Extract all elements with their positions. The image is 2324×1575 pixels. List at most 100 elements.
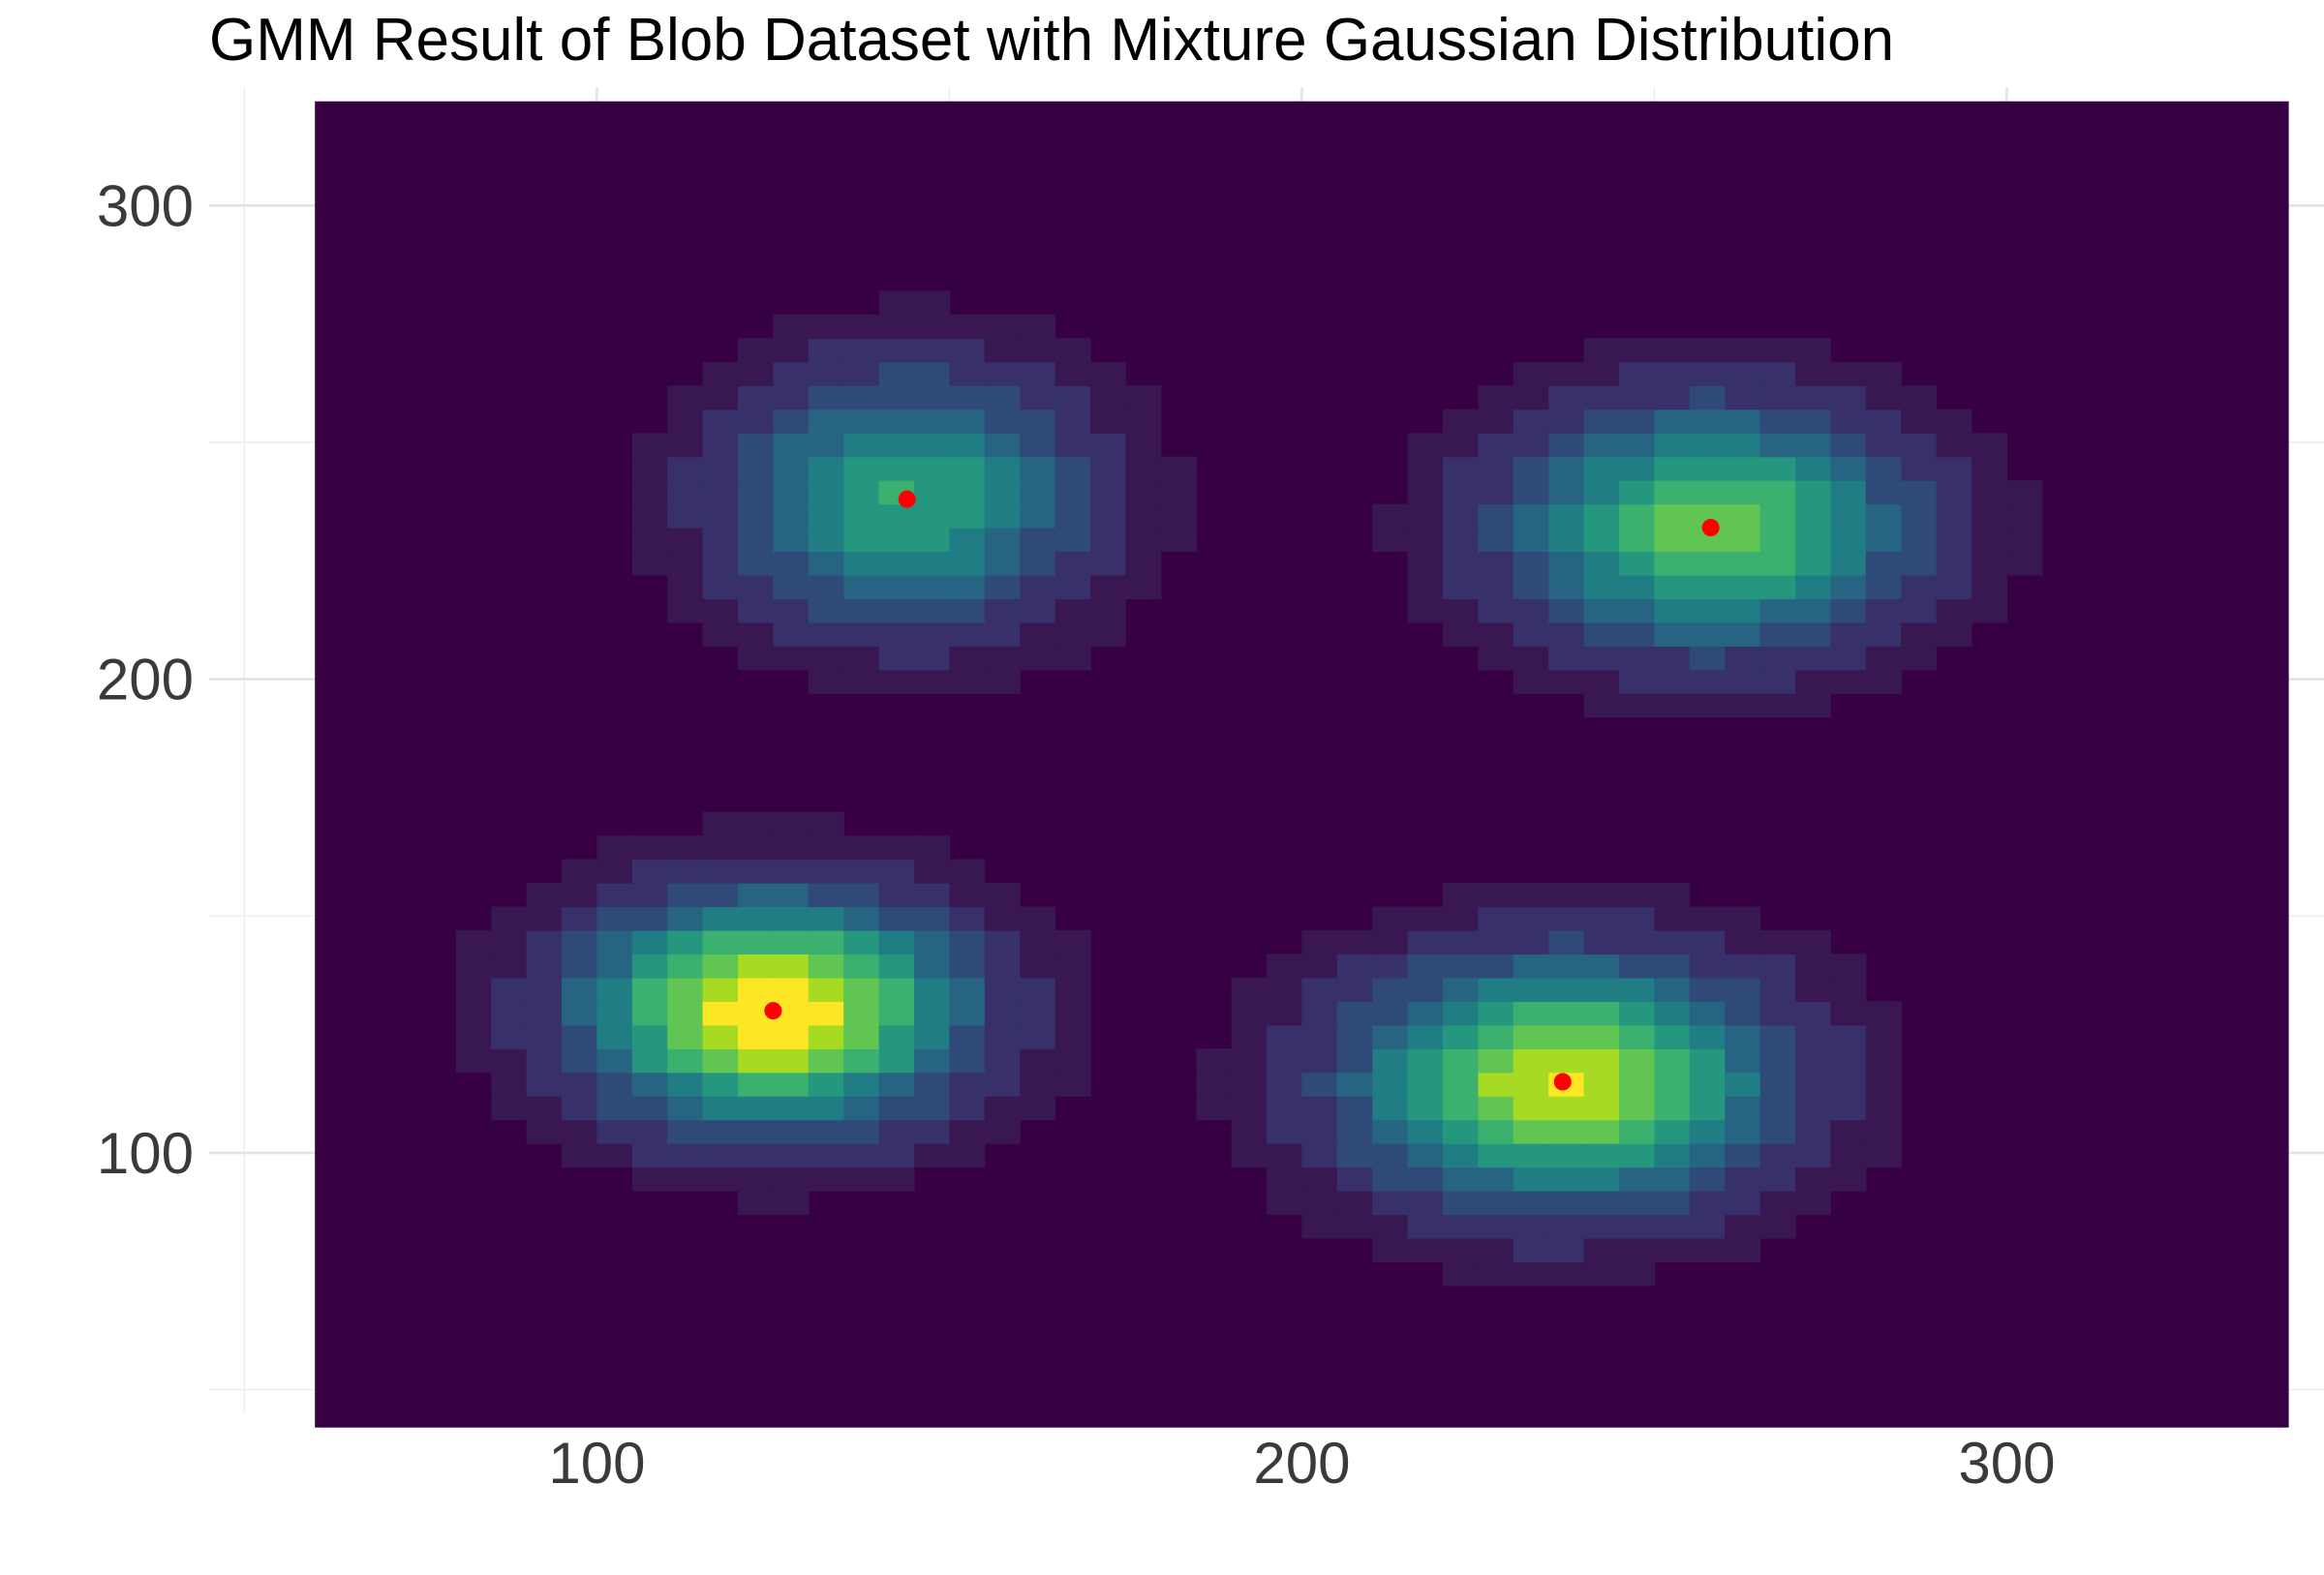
contour-cell xyxy=(843,929,880,954)
contour-cell xyxy=(455,977,492,1002)
contour-cell xyxy=(1830,954,1867,979)
contour-cell xyxy=(1125,574,1162,600)
contour-cell xyxy=(526,906,563,931)
contour-cell xyxy=(1865,456,1902,481)
contour-cell xyxy=(843,433,880,458)
contour-cell xyxy=(1830,977,1867,1002)
contour-cell xyxy=(1689,906,1726,931)
contour-cell xyxy=(1759,574,1796,600)
contour-cell xyxy=(1830,1119,1867,1144)
contour-cell xyxy=(1125,433,1162,458)
contour-cell xyxy=(596,883,633,908)
contour-cell xyxy=(949,433,986,458)
contour-cell xyxy=(1901,646,1938,671)
contour-cell xyxy=(738,1048,774,1074)
contour-cell xyxy=(1090,551,1126,576)
contour-cell xyxy=(808,528,844,553)
contour-cell xyxy=(1548,977,1585,1002)
contour-cell xyxy=(1725,669,1761,694)
contour-cell xyxy=(1865,646,1902,671)
contour-cell xyxy=(1513,551,1549,576)
contour-cell xyxy=(843,954,880,979)
contour-cell xyxy=(1654,1143,1691,1168)
contour-cell xyxy=(1725,528,1761,553)
contour-cell xyxy=(808,646,844,671)
contour-cell xyxy=(1583,646,1620,671)
contour-cell xyxy=(1090,409,1126,434)
contour-cell xyxy=(914,621,950,647)
contour-cell xyxy=(1513,1096,1549,1121)
contour-cell xyxy=(1372,1237,1409,1263)
contour-cell xyxy=(949,409,986,434)
contour-cell xyxy=(1583,480,1620,505)
contour-cell xyxy=(1407,528,1444,553)
contour-cell xyxy=(984,480,1021,505)
contour-cell xyxy=(1654,1024,1691,1049)
contour-cell xyxy=(1055,977,1091,1002)
contour-cell xyxy=(949,574,986,600)
contour-cell xyxy=(773,1024,810,1049)
contour-cell xyxy=(914,883,950,908)
contour-cell xyxy=(808,977,844,1002)
contour-cell xyxy=(1795,1001,1831,1026)
contour-cell xyxy=(1478,480,1514,505)
contour-cell xyxy=(1055,551,1091,576)
contour-cell xyxy=(1407,929,1444,954)
contour-cell xyxy=(914,1024,950,1049)
contour-cell xyxy=(949,621,986,647)
contour-cell xyxy=(1478,646,1514,671)
contour-cell xyxy=(984,977,1021,1002)
contour-cell xyxy=(631,859,668,884)
contour-cell xyxy=(667,456,704,481)
contour-cell xyxy=(2006,551,2043,576)
contour-cell xyxy=(1830,433,1867,458)
contour-cell xyxy=(1583,883,1620,908)
contour-cell xyxy=(878,503,915,529)
contour-cell xyxy=(1443,883,1479,908)
contour-cell xyxy=(667,480,704,505)
contour-cell xyxy=(878,528,915,553)
contour-cell xyxy=(1478,954,1514,979)
contour-cell xyxy=(1830,1001,1867,1026)
contour-cell xyxy=(1231,1143,1268,1168)
contour-cell xyxy=(914,1048,950,1074)
contour-cell xyxy=(1160,503,1197,529)
contour-cell xyxy=(843,859,880,884)
contour-cell xyxy=(667,1048,704,1074)
contour-cell xyxy=(1865,433,1902,458)
contour-cell xyxy=(1725,551,1761,576)
contour-cell xyxy=(1936,456,1972,481)
contour-cell xyxy=(1619,1261,1655,1287)
contour-cell xyxy=(773,1072,810,1097)
contour-cell xyxy=(702,811,739,836)
contour-cell xyxy=(667,1024,704,1049)
contour-cell xyxy=(562,1001,597,1026)
contour-cell xyxy=(1513,480,1549,505)
contour-cell xyxy=(562,859,597,884)
contour-cell xyxy=(1759,1072,1796,1097)
chart-title: GMM Result of Blob Dataset with Mixture … xyxy=(209,7,1894,74)
contour-cell xyxy=(1548,409,1585,434)
contour-cell xyxy=(1830,574,1867,600)
contour-cell xyxy=(1443,906,1479,931)
contour-cell xyxy=(1267,977,1302,1002)
contour-cell xyxy=(1619,574,1655,600)
contour-cell xyxy=(1055,598,1091,623)
contour-cell xyxy=(878,409,915,434)
contour-cell xyxy=(808,1001,844,1026)
contour-cell xyxy=(1619,1237,1655,1263)
contour-cell xyxy=(1865,1048,1902,1074)
contour-cell xyxy=(1372,1214,1409,1239)
contour-cell xyxy=(914,977,950,1002)
contour-cell xyxy=(1583,1048,1620,1074)
contour-cell xyxy=(1759,503,1796,529)
contour-cell xyxy=(1020,1024,1056,1049)
contour-cell xyxy=(1725,361,1761,386)
contour-cell xyxy=(1901,385,1938,410)
contour-cell xyxy=(1865,528,1902,553)
contour-cell xyxy=(1267,1048,1302,1074)
contour-cell xyxy=(1513,1214,1549,1239)
contour-cell xyxy=(1654,385,1691,410)
contour-cell xyxy=(738,1024,774,1049)
contour-cell xyxy=(1583,409,1620,434)
